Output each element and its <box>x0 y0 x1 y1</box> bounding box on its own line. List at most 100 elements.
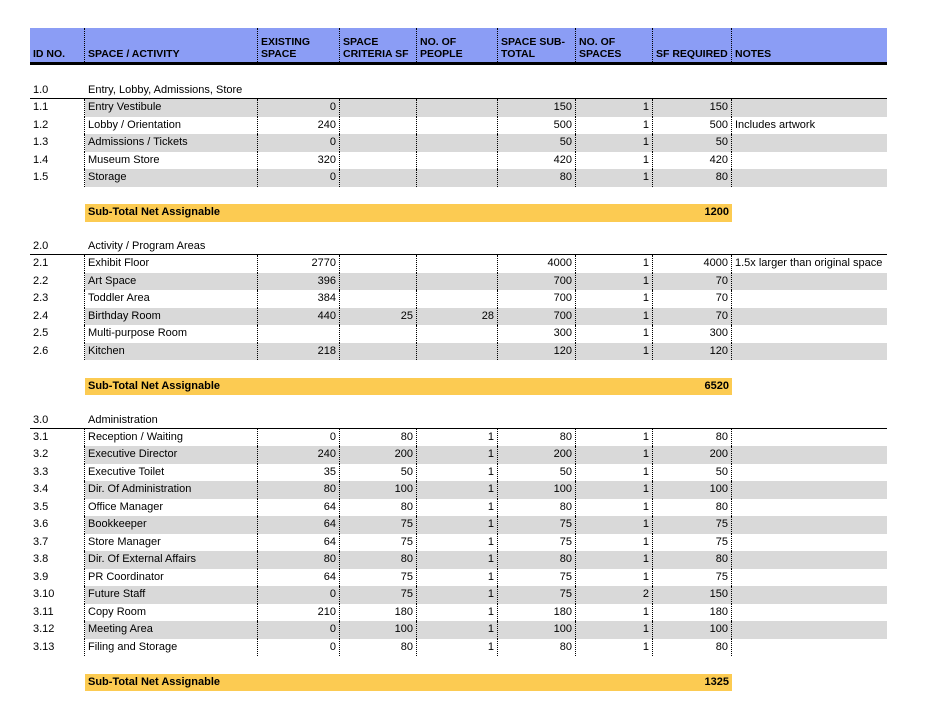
cell-people <box>417 272 498 290</box>
cell-criteria: 50 <box>340 463 417 481</box>
cell-id: 3.4 <box>30 481 85 499</box>
cell-id: 1.5 <box>30 169 85 187</box>
cell-existing: 240 <box>258 116 340 134</box>
cell-spaces: 1 <box>576 568 653 586</box>
subtotal-id-cell <box>30 674 85 692</box>
table-row: 3.10 Future Staff 0 75 1 75 2 150 <box>30 586 887 604</box>
cell-id: 1.1 <box>30 99 85 117</box>
header-cell-spaces: NO. OF SPACES <box>576 28 653 62</box>
table-row: 3.3 Executive Toilet 35 50 1 50 1 50 <box>30 463 887 481</box>
space-program-table: ID NO. SPACE / ACTIVITY EXISTING SPACE SPAC… <box>30 28 887 691</box>
cell-activity: Admissions / Tickets <box>85 134 258 152</box>
cell-criteria <box>340 151 417 169</box>
cell-existing: 64 <box>258 498 340 516</box>
cell-people <box>417 151 498 169</box>
cell-criteria: 100 <box>340 621 417 639</box>
cell-sf_required: 300 <box>653 325 732 343</box>
cell-id: 2.2 <box>30 272 85 290</box>
cell-spaces: 1 <box>576 151 653 169</box>
cell-notes <box>732 272 887 290</box>
cell-spaces: 1 <box>576 342 653 360</box>
cell-sf_required: 80 <box>653 638 732 656</box>
spacer-row <box>30 222 887 240</box>
cell-activity: PR Coordinator <box>85 568 258 586</box>
cell-sf_required: 120 <box>653 342 732 360</box>
cell-notes <box>732 499 887 517</box>
cell-activity: Copy Room <box>85 603 258 621</box>
cell-activity: Bookkeeper <box>85 516 258 534</box>
cell-sf_required: 75 <box>653 533 732 551</box>
spacer-row <box>30 656 887 674</box>
cell-sf_required: 70 <box>653 272 732 290</box>
subtotal-row: Sub-Total Net Assignable 1200 <box>30 204 887 222</box>
cell-notes <box>732 99 887 117</box>
header-cell-existing: EXISTING SPACE <box>258 28 340 62</box>
spacer-row <box>30 360 887 378</box>
header-cell-notes: NOTES <box>735 48 772 60</box>
cell-notes <box>732 446 887 464</box>
cell-criteria: 75 <box>340 516 417 534</box>
cell-spaces: 1 <box>576 116 653 134</box>
cell-id: 3.8 <box>30 551 85 569</box>
cell-subtotal: 180 <box>498 603 576 621</box>
cell-id: 2.5 <box>30 325 85 343</box>
cell-activity: Art Space <box>85 272 258 290</box>
cell-id: 2.3 <box>30 290 85 308</box>
cell-activity: Storage <box>85 169 258 187</box>
header-cell-subtotal: SPACE SUB- TOTAL <box>498 28 576 62</box>
cell-people <box>417 290 498 308</box>
subtotal-notes-cell <box>732 378 887 396</box>
spacer-row <box>30 65 887 83</box>
table-row: 1.1 Entry Vestibule 0 150 1 150 <box>30 99 887 117</box>
cell-people: 1 <box>417 603 498 621</box>
subtotal-id-cell <box>30 204 85 222</box>
cell-activity: Kitchen <box>85 342 258 360</box>
cell-id: 3.7 <box>30 533 85 551</box>
cell-people: 1 <box>417 533 498 551</box>
section-id: 1.0 <box>33 84 49 96</box>
cell-subtotal: 150 <box>498 99 576 117</box>
cell-id: 2.4 <box>30 307 85 325</box>
cell-existing: 64 <box>258 533 340 551</box>
cell-sf_required: 100 <box>653 481 732 499</box>
table-row: 1.3 Admissions / Tickets 0 50 1 50 <box>30 134 887 152</box>
cell-existing: 0 <box>258 621 340 639</box>
cell-people <box>417 99 498 117</box>
cell-id: 3.3 <box>30 463 85 481</box>
cell-people: 1 <box>417 463 498 481</box>
cell-subtotal: 300 <box>498 325 576 343</box>
cell-sf_required: 180 <box>653 603 732 621</box>
cell-spaces: 1 <box>576 428 653 446</box>
cell-sf_required: 50 <box>653 134 732 152</box>
cell-notes <box>732 152 887 170</box>
table-row: 1.4 Museum Store 320 420 1 420 <box>30 151 887 170</box>
cell-subtotal: 700 <box>498 307 576 325</box>
section-id: 3.0 <box>33 413 49 426</box>
cell-notes <box>732 169 887 187</box>
table-row: 2.3 Toddler Area 384 700 1 70 <box>30 290 887 308</box>
cell-spaces: 1 <box>576 551 653 569</box>
cell-criteria <box>340 342 417 360</box>
cell-id: 1.4 <box>30 151 85 169</box>
section-row: 3.0 Administration <box>30 413 887 429</box>
cell-criteria <box>340 255 417 273</box>
cell-criteria: 180 <box>340 603 417 621</box>
cell-existing <box>258 325 340 343</box>
cell-sf_required: 70 <box>653 290 732 308</box>
table-header-row: ID NO. SPACE / ACTIVITY EXISTING SPACE SPAC… <box>30 28 887 65</box>
cell-existing: 440 <box>258 307 340 325</box>
table-row: 2.1 Exhibit Floor 2770 4000 1 4000 1.5x larger… <box>30 255 887 273</box>
cell-id: 3.5 <box>30 498 85 516</box>
subtotal-label: Sub-Total Net Assignable <box>85 204 653 222</box>
table-row: 2.6 Kitchen 218 120 1 120 <box>30 342 887 360</box>
subtotal-notes-cell <box>732 674 887 692</box>
cell-notes <box>732 551 887 569</box>
cell-activity: Reception / Waiting <box>85 428 258 446</box>
cell-existing: 35 <box>258 463 340 481</box>
table-row: 3.7 Store Manager 64 75 1 75 1 75 <box>30 533 887 551</box>
table-row: 3.5 Office Manager 64 80 1 80 1 80 <box>30 498 887 517</box>
subtotal-id-cell <box>30 378 85 396</box>
section-id: 2.0 <box>33 240 49 252</box>
table-row: 3.6 Bookkeeper 64 75 1 75 1 75 <box>30 516 887 534</box>
cell-activity: Meeting Area <box>85 621 258 639</box>
